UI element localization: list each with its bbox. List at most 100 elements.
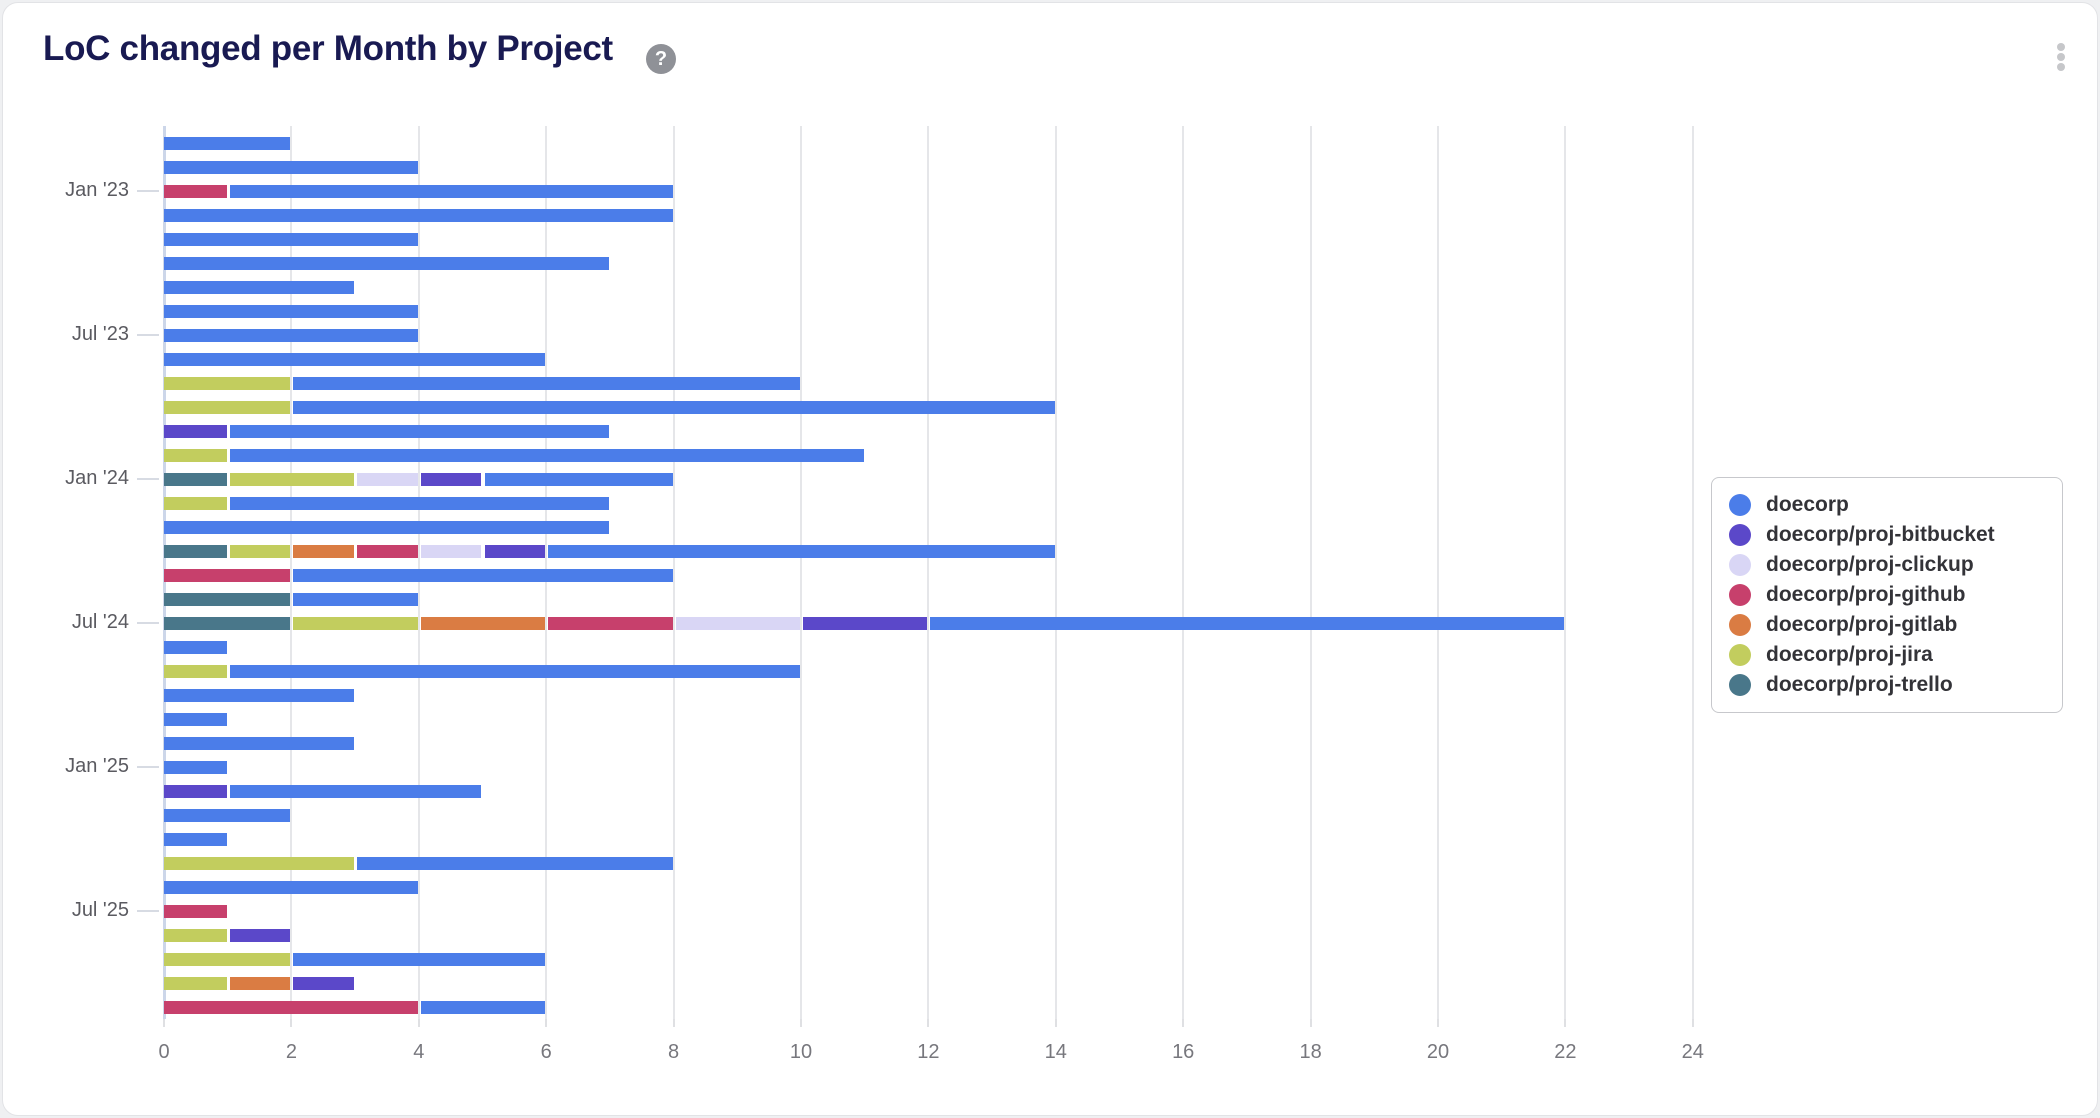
bar-segment[interactable] xyxy=(420,1000,546,1014)
bar-segment[interactable] xyxy=(293,400,1055,414)
legend-item[interactable]: doecorp/proj-github xyxy=(1729,580,2052,610)
legend-item-label: doecorp/proj-bitbucket xyxy=(1766,523,1995,546)
x-axis-tick xyxy=(1054,1019,1057,1027)
bar-segment[interactable] xyxy=(229,424,609,438)
x-axis-tick-label: 18 xyxy=(1299,1041,1322,1063)
bar-segment[interactable] xyxy=(164,160,418,174)
x-axis-tick xyxy=(1437,1019,1439,1027)
bar-segment[interactable] xyxy=(164,952,291,966)
gridline xyxy=(290,126,293,1019)
bar-segment[interactable] xyxy=(164,424,227,438)
bar-segment[interactable] xyxy=(229,496,609,510)
legend-item[interactable]: doecorp xyxy=(1729,490,2052,520)
bar-segment[interactable] xyxy=(164,640,227,654)
bar-segment[interactable] xyxy=(293,616,418,630)
bar-segment[interactable] xyxy=(164,832,227,846)
legend-item[interactable]: doecorp/proj-clickup xyxy=(1729,550,2052,580)
bar-segment[interactable] xyxy=(164,520,609,534)
legend-swatch-icon xyxy=(1729,554,1751,576)
bar-segment[interactable] xyxy=(164,712,227,726)
bar-segment[interactable] xyxy=(293,976,355,990)
bar-segment[interactable] xyxy=(164,760,227,774)
bar-segment[interactable] xyxy=(357,472,418,486)
bar-segment[interactable] xyxy=(164,688,355,702)
y-axis-tick-label: Jan '24 xyxy=(65,467,129,489)
bar-segment[interactable] xyxy=(164,616,291,630)
bar-segment[interactable] xyxy=(229,664,800,678)
bar-segment[interactable] xyxy=(164,136,291,150)
bar-segment[interactable] xyxy=(164,784,227,798)
y-axis-tick xyxy=(137,622,159,624)
x-axis-tick-label: 16 xyxy=(1172,1041,1195,1063)
bar-segment[interactable] xyxy=(164,928,227,942)
bar-segment[interactable] xyxy=(164,472,227,486)
legend-item[interactable]: doecorp/proj-gitlab xyxy=(1729,610,2052,640)
bar-segment[interactable] xyxy=(229,928,291,942)
bar-segment[interactable] xyxy=(420,616,546,630)
bar-segment[interactable] xyxy=(229,784,482,798)
bar-segment[interactable] xyxy=(164,544,227,558)
bar-segment[interactable] xyxy=(164,1000,418,1014)
bar-segment[interactable] xyxy=(164,256,609,270)
bar-segment[interactable] xyxy=(548,616,673,630)
bar-segment[interactable] xyxy=(164,448,227,462)
bar-segment[interactable] xyxy=(164,208,673,222)
help-icon[interactable]: ? xyxy=(646,44,676,74)
bar-segment[interactable] xyxy=(229,184,673,198)
bar-segment[interactable] xyxy=(930,616,1565,630)
bar-segment[interactable] xyxy=(293,592,418,606)
y-axis-tick xyxy=(137,190,159,192)
bar-segment[interactable] xyxy=(229,472,355,486)
x-axis-tick-label: 4 xyxy=(413,1041,425,1063)
bar-segment[interactable] xyxy=(164,736,355,750)
bar-segment[interactable] xyxy=(675,616,800,630)
gridline xyxy=(1691,126,1694,1019)
y-axis-tick xyxy=(137,766,159,768)
gridline xyxy=(1309,126,1312,1019)
bar-segment[interactable] xyxy=(164,400,291,414)
legend-item-label: doecorp/proj-jira xyxy=(1766,643,1933,666)
bar-segment[interactable] xyxy=(548,544,1055,558)
bar-segment[interactable] xyxy=(164,496,227,510)
legend-item[interactable]: doecorp/proj-bitbucket xyxy=(1729,520,2052,550)
bar-segment[interactable] xyxy=(164,880,418,894)
legend-item[interactable]: doecorp/proj-trello xyxy=(1729,670,2052,700)
bar-segment[interactable] xyxy=(229,976,291,990)
bar-segment[interactable] xyxy=(164,664,227,678)
bar-segment[interactable] xyxy=(164,184,227,198)
bar-segment[interactable] xyxy=(357,544,418,558)
bar-segment[interactable] xyxy=(164,232,418,246)
bar-segment[interactable] xyxy=(484,544,546,558)
legend-swatch-icon xyxy=(1729,494,1751,516)
bar-segment[interactable] xyxy=(164,280,355,294)
bar-segment[interactable] xyxy=(420,472,482,486)
y-axis-tick-label: Jul '23 xyxy=(71,323,129,345)
bar-segment[interactable] xyxy=(229,448,864,462)
bar-segment[interactable] xyxy=(293,568,673,582)
bar-segment[interactable] xyxy=(164,304,418,318)
kebab-menu-icon[interactable] xyxy=(2055,43,2067,71)
legend-item[interactable]: doecorp/proj-jira xyxy=(1729,640,2052,670)
x-axis-tick-label: 6 xyxy=(540,1041,552,1063)
bar-segment[interactable] xyxy=(164,976,227,990)
bar-segment[interactable] xyxy=(484,472,673,486)
bar-segment[interactable] xyxy=(420,544,482,558)
bar-segment[interactable] xyxy=(164,856,355,870)
bar-segment[interactable] xyxy=(293,952,546,966)
bar-chart-plot: 0 2 4 6 8 10 12 14 16 18 20 22 24 Jan '23 Jul '23 Jan '… xyxy=(3,3,2097,1115)
bar-segment[interactable] xyxy=(164,352,546,366)
bar-segment[interactable] xyxy=(164,592,291,606)
y-axis-tick xyxy=(137,334,159,336)
bar-segment[interactable] xyxy=(293,544,355,558)
x-axis-tick-label: 12 xyxy=(917,1041,940,1063)
bar-segment[interactable] xyxy=(164,376,291,390)
bar-segment[interactable] xyxy=(293,376,800,390)
bar-segment[interactable] xyxy=(803,616,928,630)
x-axis-tick-label: 0 xyxy=(158,1041,170,1063)
bar-segment[interactable] xyxy=(164,808,291,822)
bar-segment[interactable] xyxy=(357,856,673,870)
bar-segment[interactable] xyxy=(229,544,291,558)
bar-segment[interactable] xyxy=(164,568,291,582)
bar-segment[interactable] xyxy=(164,328,418,342)
bar-segment[interactable] xyxy=(164,904,227,918)
